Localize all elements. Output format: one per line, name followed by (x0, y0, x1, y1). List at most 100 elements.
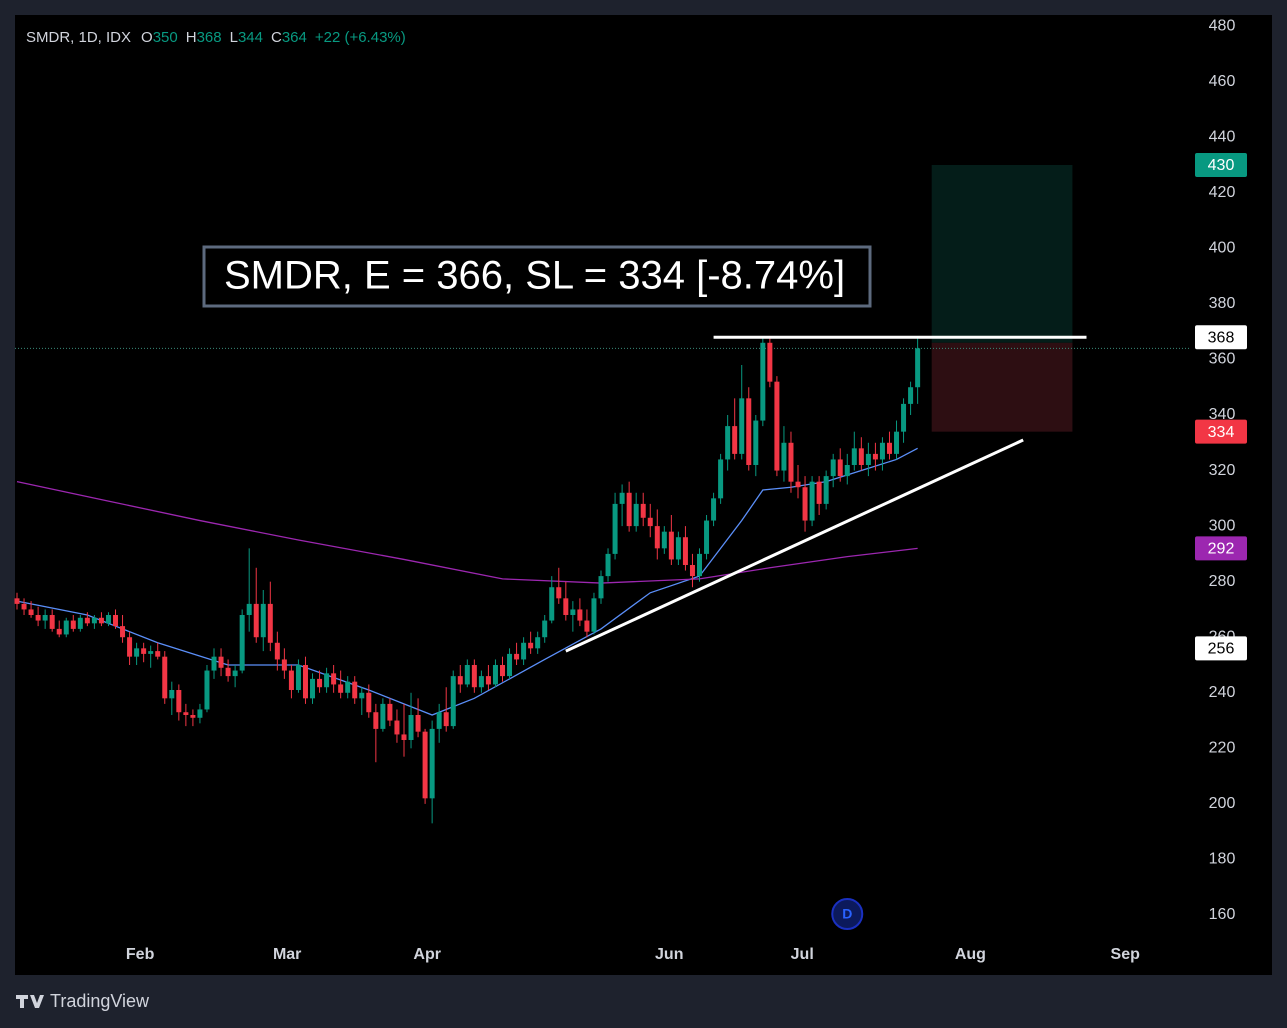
candle-body (499, 665, 505, 677)
candle-body (98, 617, 104, 624)
candle-body (246, 603, 252, 615)
price-tag-label: 334 (1208, 424, 1235, 441)
price-tag (1195, 636, 1247, 661)
candle-body (570, 609, 576, 615)
y-tick-label: 320 (1209, 462, 1236, 479)
candle-body (84, 617, 90, 624)
candle-body (443, 712, 449, 727)
trend-line (565, 438, 1024, 653)
logo-icon (16, 995, 44, 1008)
candle-body (507, 653, 513, 677)
candle-body (288, 670, 294, 690)
candle-body (739, 398, 745, 454)
ohlc-label: O (141, 29, 153, 46)
candle-body (197, 709, 203, 718)
candle-body (359, 692, 365, 699)
y-tick-label: 340 (1209, 406, 1236, 423)
ohlc-label: C (271, 29, 282, 46)
candle-body (91, 617, 97, 624)
y-tick-label: 200 (1209, 795, 1236, 812)
candle-body (521, 642, 527, 660)
candle-body (274, 642, 280, 660)
candle-body (345, 681, 351, 693)
candle-body (612, 503, 618, 554)
candle-body (338, 684, 344, 693)
y-tick-label: 440 (1209, 128, 1236, 145)
candle-body (725, 426, 731, 460)
annotation-box (202, 245, 872, 308)
y-tick-label: 180 (1209, 851, 1236, 868)
candle-body (28, 609, 34, 615)
candle-body (394, 720, 400, 735)
candle-body (718, 459, 724, 499)
candle-body (113, 615, 119, 627)
candle-body (457, 676, 463, 685)
candle-body (42, 615, 48, 621)
price-tag (1195, 536, 1247, 561)
price-tag-label: 368 (1208, 329, 1235, 346)
ohlc-value: 368 (197, 29, 222, 46)
x-tick-label: Aug (955, 946, 986, 963)
candle-body (640, 503, 646, 518)
candle-body (387, 703, 393, 721)
candle-body (704, 520, 710, 554)
candle-body (647, 517, 653, 527)
candle-body (535, 637, 541, 649)
candle-body (281, 659, 287, 671)
candle-body (675, 537, 681, 560)
price-tag (1195, 325, 1247, 350)
candle-body (105, 615, 111, 624)
candle-body (49, 615, 55, 629)
candle-body (429, 728, 435, 799)
candle-body (753, 420, 759, 465)
candle-body (584, 620, 590, 632)
candle-body (380, 703, 386, 729)
price-tag (1195, 153, 1247, 177)
candle-body (577, 609, 583, 621)
x-tick-label: Feb (126, 946, 155, 963)
x-tick-label: Jul (791, 946, 814, 963)
candle-body (528, 642, 534, 649)
y-tick-label: 380 (1209, 295, 1236, 312)
ohlc-value: 364 (282, 29, 307, 46)
candle-body (317, 678, 323, 688)
candle-body (633, 503, 639, 527)
candle-body (415, 715, 421, 732)
candle-body (894, 431, 900, 454)
candle-body (225, 667, 231, 677)
annotation: SMDR, E = 366, SL = 334 [-8.74%] (224, 254, 845, 298)
price-tag (1195, 419, 1247, 444)
candle-body (70, 620, 76, 629)
ohlc-value: 344 (238, 29, 263, 46)
price-tag-label: 292 (1208, 541, 1235, 558)
candle-body (851, 448, 857, 465)
plot: D (14, 165, 1190, 930)
candle-body (155, 651, 161, 657)
candle-body (366, 692, 372, 713)
change: +22 (+6.43%) (315, 29, 406, 46)
candle-body (732, 426, 738, 454)
candle-body (795, 481, 801, 488)
candle-body (218, 656, 224, 668)
candle-body (436, 712, 442, 729)
candle-body (908, 387, 914, 404)
candle-body (77, 617, 83, 629)
candle-body (204, 670, 210, 710)
y-tick-label: 280 (1209, 573, 1236, 590)
candle-body (661, 531, 667, 549)
candle-body (14, 598, 20, 604)
candle-body (63, 620, 69, 635)
brand: TradingView (50, 991, 150, 1011)
candle-body (422, 731, 428, 799)
candle-body (478, 676, 484, 688)
candle-body (774, 381, 780, 471)
candle-body (302, 665, 308, 699)
candle-body (830, 459, 836, 477)
candle-body (605, 553, 611, 577)
y-tick-label: 160 (1209, 906, 1236, 923)
candle-body (837, 459, 843, 477)
candle-body (162, 656, 168, 699)
candle-body (626, 492, 632, 527)
candle-body (373, 712, 379, 729)
